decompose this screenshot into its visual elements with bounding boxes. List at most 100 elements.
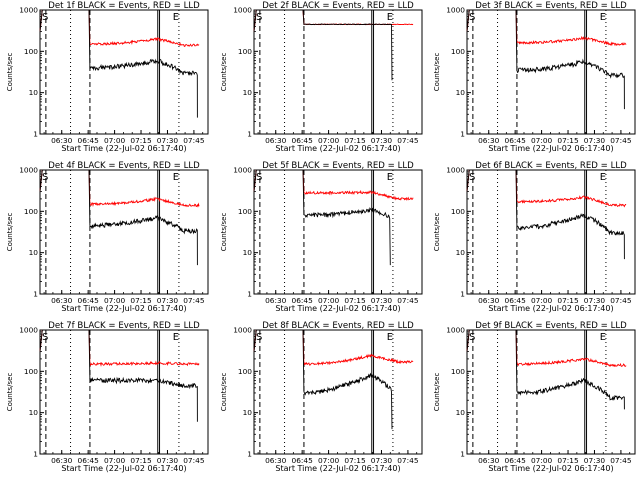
x-tick-label: 07:45 <box>610 456 632 465</box>
x-tick-label: 06:45 <box>505 296 527 305</box>
y-tick-label: 10 <box>456 88 466 97</box>
y-tick-label: 10 <box>456 408 466 417</box>
x-tick-label: 07:30 <box>157 456 179 465</box>
x-tick-label: 07:45 <box>397 456 419 465</box>
x-tick-label: 07:15 <box>557 136 579 145</box>
y-axis-label: Counts/sec <box>6 53 14 92</box>
x-tick-label: 06:45 <box>292 456 314 465</box>
detector-panel-7: Det 7f BLACK = Events, RED = LLD 1 10 100 10… <box>6 321 209 473</box>
x-tick-label: 07:45 <box>183 456 205 465</box>
x-tick-label: 07:00 <box>531 136 553 145</box>
x-tick-label: 06:30 <box>51 456 73 465</box>
y-tick-label: 1 <box>460 290 465 299</box>
y-tick-label: 1 <box>460 130 465 139</box>
y-tick-label: 100 <box>24 367 38 376</box>
x-tick-label: 06:30 <box>265 136 287 145</box>
panel-title: Det 1f BLACK = Events, RED = LLD <box>48 1 200 11</box>
x-tick-label: 06:45 <box>505 136 527 145</box>
y-tick-label: 10 <box>29 88 39 97</box>
y-tick-label: 100 <box>451 367 465 376</box>
y-axis-label: Counts/sec <box>220 213 228 252</box>
lld-series-line <box>39 169 200 208</box>
x-tick-label: 07:00 <box>104 136 126 145</box>
x-tick-label: 06:30 <box>265 456 287 465</box>
x-tick-label: 07:45 <box>397 296 419 305</box>
end-marker: E <box>600 332 606 343</box>
x-tick-label: 07:45 <box>610 136 632 145</box>
y-axis-label: Counts/sec <box>220 53 228 92</box>
y-tick-label: 1 <box>247 130 252 139</box>
x-tick-label: 07:45 <box>610 296 632 305</box>
x-tick-label: 06:45 <box>78 296 100 305</box>
x-tick-label: 07:00 <box>318 456 340 465</box>
y-tick-label: 10 <box>243 248 253 257</box>
y-axis-label: Counts/sec <box>433 213 441 252</box>
lld-series-line <box>39 9 200 47</box>
y-tick-label: 1000 <box>19 6 38 15</box>
lld-series-line <box>466 329 627 368</box>
end-marker: E <box>387 12 393 23</box>
detector-panel-6: Det 6f BLACK = Events, RED = LLD 1 10 100 10… <box>433 161 636 313</box>
x-axis-label: Start Time (22-Jul-02 06:17:40) <box>488 304 613 313</box>
panel-title: Det 4f BLACK = Events, RED = LLD <box>48 161 200 171</box>
x-tick-label: 07:30 <box>157 136 179 145</box>
x-tick-label: 07:00 <box>531 456 553 465</box>
y-axis-label: Counts/sec <box>6 373 14 412</box>
y-tick-label: 1 <box>33 130 38 139</box>
plot-frame <box>253 169 423 295</box>
x-axis-label: Start Time (22-Jul-02 06:17:40) <box>61 304 186 313</box>
x-tick-label: 06:45 <box>78 456 100 465</box>
y-tick-label: 1000 <box>233 6 252 15</box>
y-tick-label: 1000 <box>233 166 252 175</box>
start-marker: S <box>469 332 475 343</box>
plot-frame <box>39 329 209 455</box>
x-tick-label: 07:30 <box>371 136 393 145</box>
x-tick-label: 06:30 <box>478 456 500 465</box>
lld-series-line <box>253 329 414 366</box>
lld-series-line <box>253 169 414 201</box>
panel-title: Det 3f BLACK = Events, RED = LLD <box>475 1 627 11</box>
x-tick-label: 07:00 <box>104 456 126 465</box>
x-tick-label: 06:30 <box>51 296 73 305</box>
x-tick-label: 07:30 <box>584 136 606 145</box>
y-tick-label: 1000 <box>446 326 465 335</box>
y-tick-label: 1000 <box>19 326 38 335</box>
y-tick-label: 1 <box>460 450 465 459</box>
y-tick-label: 1000 <box>446 6 465 15</box>
y-axis-label: Counts/sec <box>433 373 441 412</box>
x-tick-label: 06:30 <box>265 296 287 305</box>
x-tick-label: 06:45 <box>292 136 314 145</box>
end-marker: E <box>600 12 606 23</box>
detector-panel-2: Det 2f BLACK = Events, RED = LLD 1 10 100 10… <box>220 1 423 153</box>
y-tick-label: 100 <box>238 367 252 376</box>
end-marker: E <box>173 332 179 343</box>
plot-frame <box>466 169 636 295</box>
plot-frame <box>466 9 636 135</box>
x-tick-label: 07:45 <box>397 136 419 145</box>
y-axis-label: Counts/sec <box>433 53 441 92</box>
y-tick-label: 100 <box>238 207 252 216</box>
panel-title: Det 5f BLACK = Events, RED = LLD <box>262 161 414 171</box>
x-tick-label: 07:30 <box>371 296 393 305</box>
x-tick-label: 06:30 <box>478 136 500 145</box>
start-marker: S <box>469 172 475 183</box>
x-tick-label: 07:15 <box>344 296 366 305</box>
y-tick-label: 100 <box>451 47 465 56</box>
x-tick-label: 07:15 <box>557 296 579 305</box>
y-tick-label: 10 <box>456 248 466 257</box>
x-tick-label: 07:30 <box>157 296 179 305</box>
x-tick-label: 07:15 <box>344 136 366 145</box>
x-tick-label: 07:00 <box>318 296 340 305</box>
x-tick-label: 07:15 <box>130 136 152 145</box>
y-tick-label: 100 <box>238 47 252 56</box>
y-tick-label: 100 <box>451 207 465 216</box>
start-marker: S <box>256 172 262 183</box>
x-tick-label: 07:00 <box>318 136 340 145</box>
x-tick-label: 07:45 <box>183 136 205 145</box>
y-tick-label: 1 <box>247 450 252 459</box>
events-series-line <box>253 329 393 430</box>
events-series-line <box>466 169 625 260</box>
events-series-line <box>39 329 198 422</box>
events-series-line <box>39 9 198 118</box>
